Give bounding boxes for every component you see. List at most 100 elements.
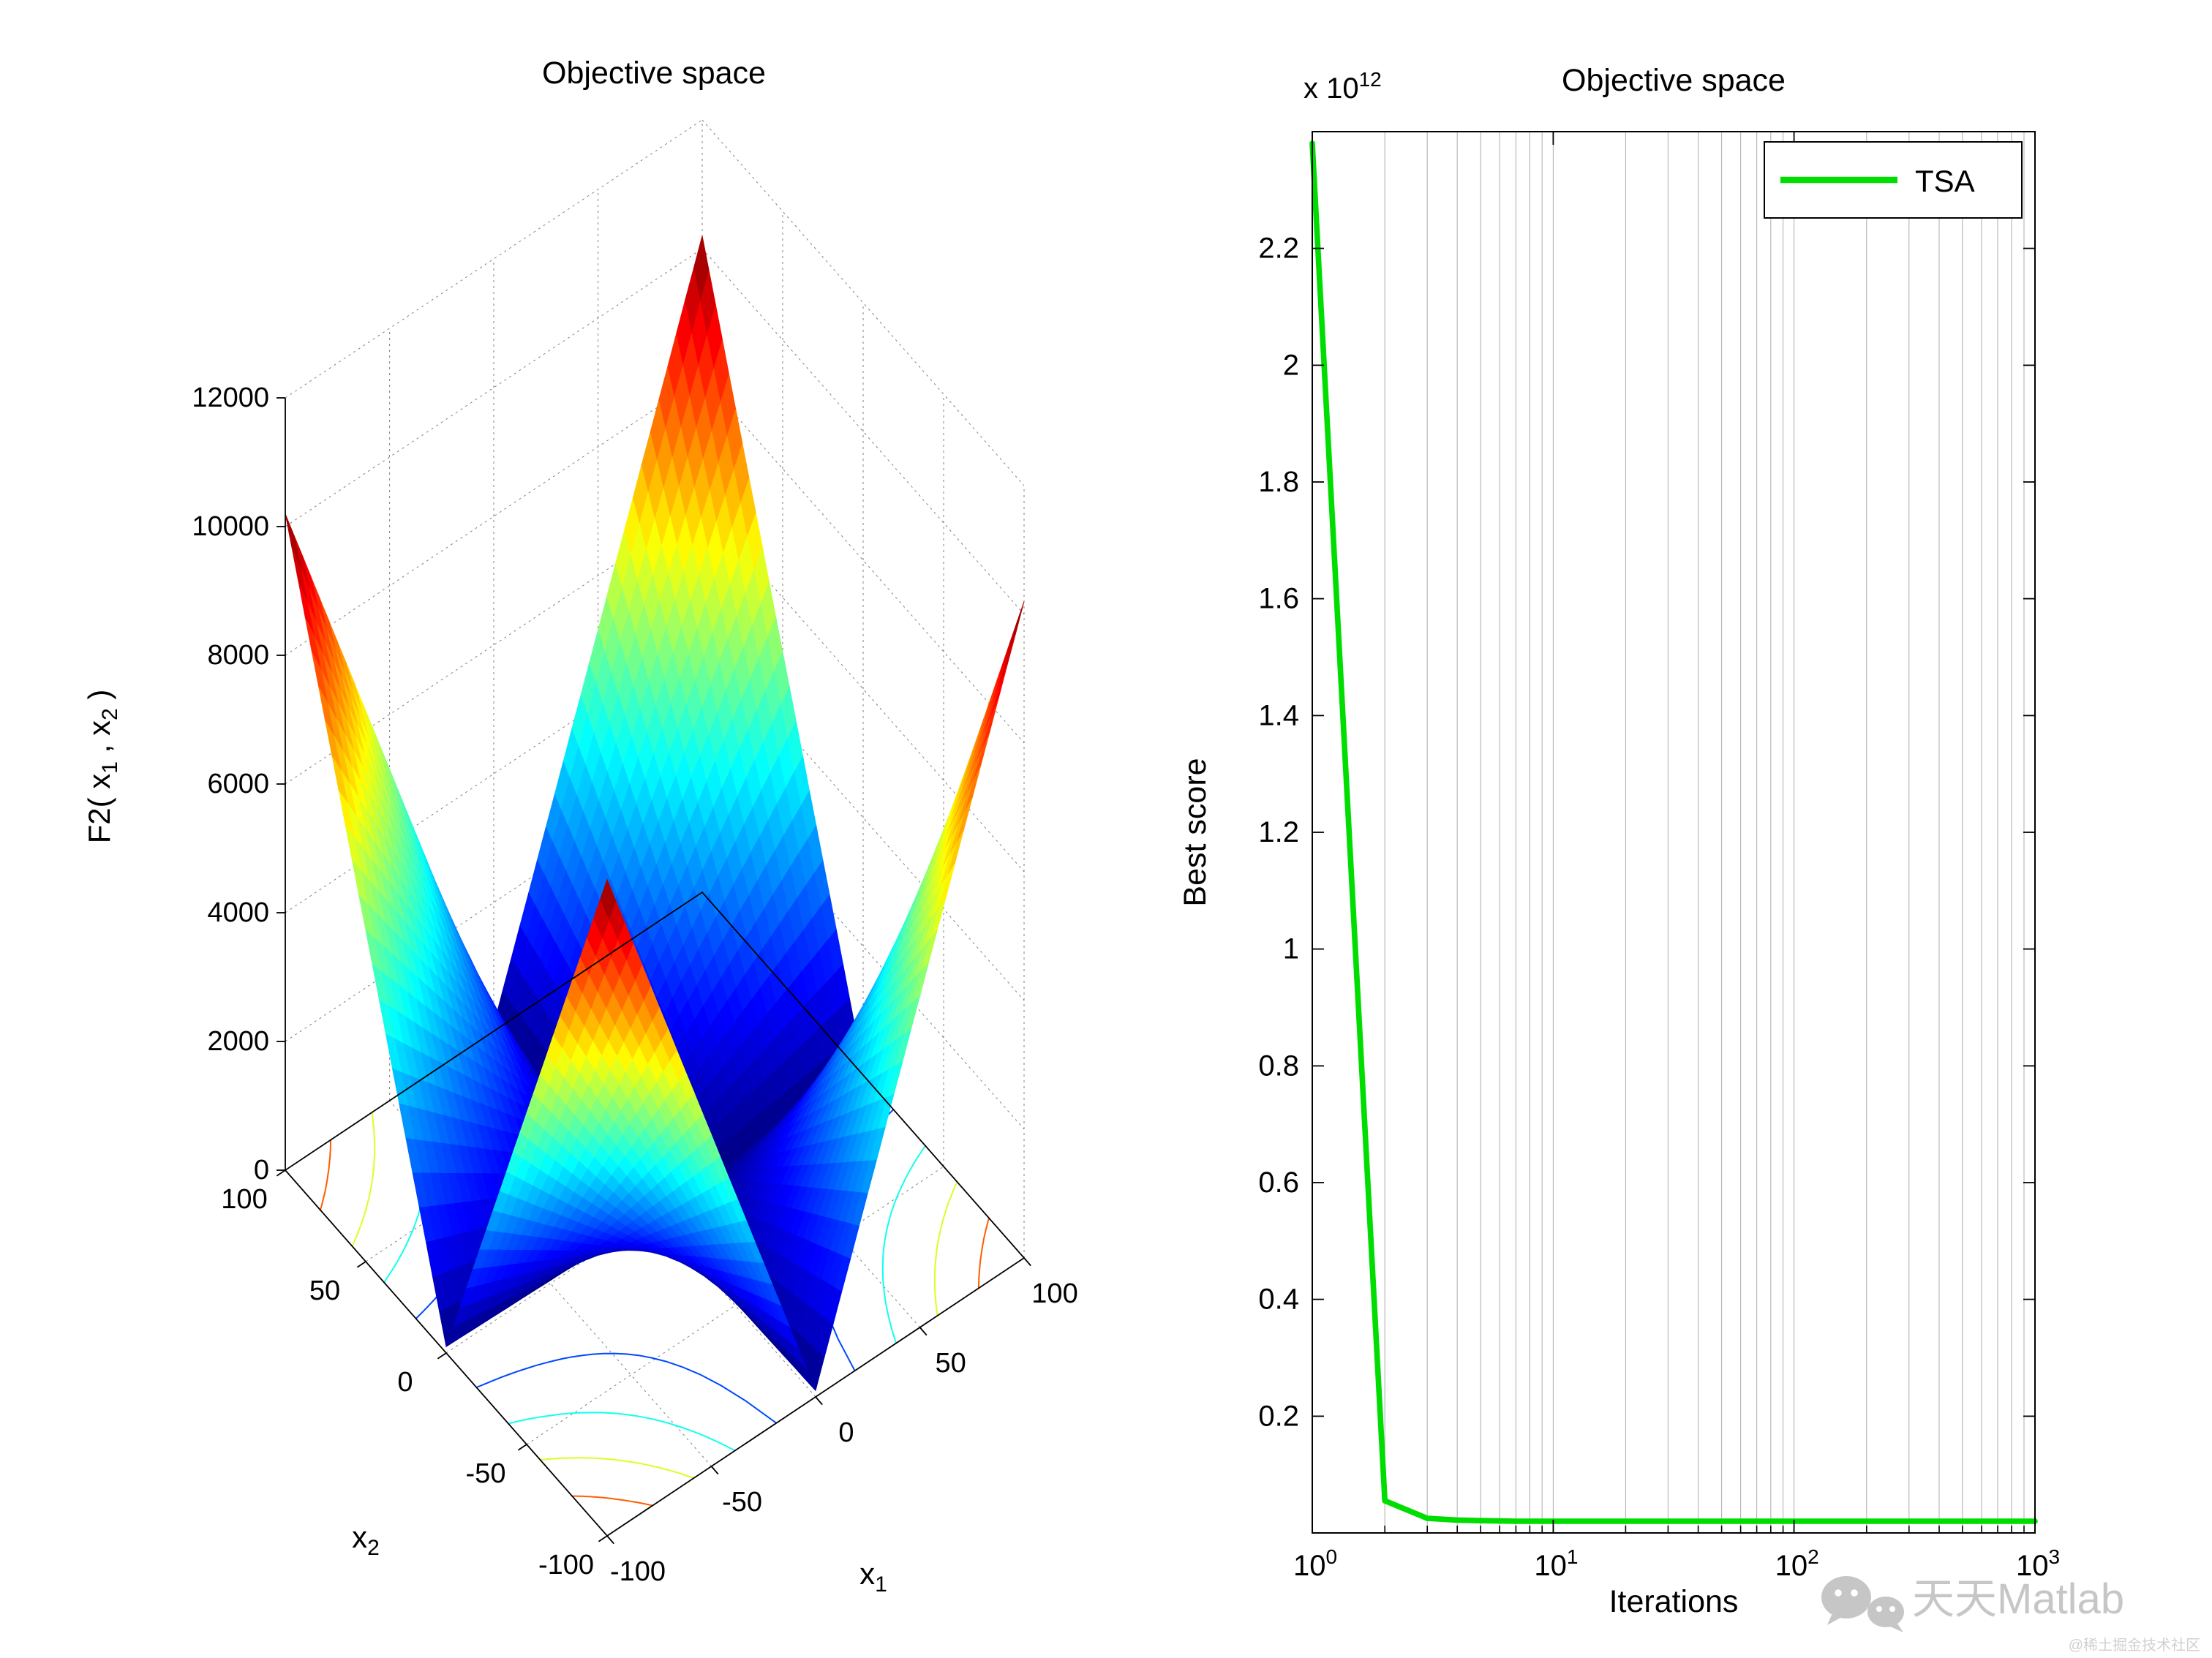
y-tick-label: 0.2 [1258, 1400, 1299, 1432]
z-tick-label: 0 [254, 1155, 269, 1186]
x1-tick-mark [815, 1396, 823, 1406]
contour-line-level-6000 [351, 1112, 376, 1247]
x2-tick-label: 100 [221, 1184, 267, 1215]
x-tick-label: 100 [1293, 1545, 1337, 1582]
z-tick-label: 8000 [207, 640, 269, 671]
contour-line-level-8000 [320, 1139, 331, 1210]
surface-mesh [285, 235, 1025, 1392]
y-tick-label: 2.2 [1258, 233, 1299, 265]
y-tick-label: 0.4 [1258, 1284, 1299, 1316]
convergence-grid [1384, 132, 2025, 1533]
wechat-tail-small [1890, 1624, 1903, 1632]
x2-tick-label: 0 [397, 1367, 413, 1398]
series-line-tsa [1309, 140, 2038, 1524]
x1-tick-mark [710, 1466, 719, 1475]
x2-tick-mark [598, 1535, 608, 1542]
surface-face [999, 634, 1016, 685]
contour-line-level-4000 [508, 1412, 736, 1452]
zlabel-sub: 2 [98, 708, 122, 720]
watermark-brand: 天天Matlab [1912, 1575, 2124, 1623]
zlabel-part: F2( x [82, 774, 116, 844]
y-tick-label: 1.2 [1258, 816, 1299, 848]
surface-face [285, 513, 301, 569]
wechat-bubble-small [1867, 1597, 1904, 1627]
x1-tick-label: 50 [935, 1348, 966, 1379]
x2-tick-mark [517, 1444, 527, 1451]
x2-tick-mark [356, 1261, 366, 1268]
wall-grid-z [285, 119, 703, 399]
x1-tick-label: 100 [1031, 1278, 1077, 1309]
convergence-ticks: 0.2 0.4 0.6 0.8 1 1.2 1.4 1.6 1.8 2 2.2 100 101 102 10… [1258, 132, 2060, 1582]
surface-ylabel: x2 [352, 1520, 380, 1560]
x2-tick-label: -50 [466, 1458, 506, 1489]
surface-face [984, 684, 1001, 733]
ylabel-base: x [352, 1520, 367, 1554]
contour-line-level-6000 [540, 1457, 694, 1479]
convergence-title: Objective space [1562, 63, 1786, 98]
y-tick-label: 0.8 [1258, 1050, 1299, 1082]
convergence-curve-group [1309, 140, 2038, 1524]
watermark-community: @稀土掘金技术社区 [2069, 1637, 2200, 1654]
y-tick-label: 0.6 [1258, 1167, 1299, 1199]
convergence-xlabel: Iterations [1609, 1584, 1739, 1619]
z-tick-label: 4000 [207, 897, 269, 928]
surface-xlabel: x1 [859, 1556, 887, 1597]
contour-line-level-8000 [572, 1495, 653, 1507]
y-tick-label: 1.4 [1258, 699, 1299, 731]
wechat-tail-large [1827, 1615, 1840, 1625]
wechat-eye [1876, 1606, 1882, 1612]
x1-tick-mark [1023, 1257, 1031, 1267]
y-tick-label: 1 [1283, 933, 1299, 965]
contour-line-level-2000 [476, 1352, 777, 1424]
x1-tick-label: -50 [722, 1487, 762, 1518]
x1-tick-mark [919, 1327, 928, 1336]
y-tick-label: 1.8 [1258, 466, 1299, 498]
exponent-sup: 12 [1359, 68, 1382, 91]
x1-tick-label: 0 [838, 1417, 854, 1448]
legend-label: TSA [1915, 164, 1975, 198]
wechat-bubble-large [1821, 1576, 1871, 1619]
floor-outline [284, 891, 1026, 1537]
x2-tick-mark [276, 1169, 286, 1177]
x1-tick-label: -100 [610, 1556, 666, 1587]
z-tick-label: 2000 [207, 1026, 269, 1057]
surface-face [600, 878, 617, 920]
zlabel-part: , x [82, 720, 116, 761]
contour-line-level-4000 [881, 1145, 926, 1344]
wechat-eye [1851, 1589, 1858, 1597]
exponent-base: x 10 [1304, 72, 1359, 105]
x2-tick-label: -100 [538, 1550, 594, 1580]
convergence-ylabel: Best score [1178, 758, 1213, 906]
x-tick-label: 103 [2016, 1545, 2060, 1582]
z-tick-label: 6000 [207, 769, 269, 799]
watermark: 天天Matlab @稀土掘金技术社区 [1821, 1575, 2200, 1654]
surface-axes [276, 397, 1031, 1545]
convergence-subplot: 0.2 0.4 0.6 0.8 1 1.2 1.4 1.6 1.8 2 2.2 100 101 102 10… [1178, 63, 2060, 1619]
surface-subplot: -100-50050100-100-5005010002000400060008… [82, 56, 1078, 1597]
surface-title: Objective space [542, 56, 766, 91]
y-tick-label: 2 [1283, 349, 1299, 381]
y-axis-exponent: x 1012 [1304, 68, 1382, 105]
surface-face [1008, 601, 1025, 653]
zlabel-sub: 1 [98, 761, 122, 774]
wechat-icon [1821, 1576, 1904, 1632]
wall-grid-z [285, 377, 703, 656]
floor-grid-y [526, 1166, 944, 1445]
legend: TSA [1764, 141, 2023, 219]
z-tick-label: 10000 [192, 511, 269, 542]
wechat-eye [1889, 1606, 1895, 1612]
wall-grid-z [285, 248, 703, 527]
axes-box [1312, 131, 2036, 1534]
x2-tick-label: 50 [309, 1275, 340, 1306]
x2-tick-mark [437, 1352, 447, 1360]
x1-tick-mark [606, 1535, 614, 1545]
y-tick-label: 1.6 [1258, 583, 1299, 615]
wechat-eye [1835, 1589, 1842, 1597]
contour-line-level-6000 [933, 1181, 958, 1316]
x-tick-label: 101 [1534, 1545, 1578, 1582]
x-tick-label: 102 [1775, 1545, 1819, 1582]
surface-zlabel: F2( x1 , x2 ) [82, 690, 122, 844]
contour-line-level-8000 [978, 1218, 990, 1289]
